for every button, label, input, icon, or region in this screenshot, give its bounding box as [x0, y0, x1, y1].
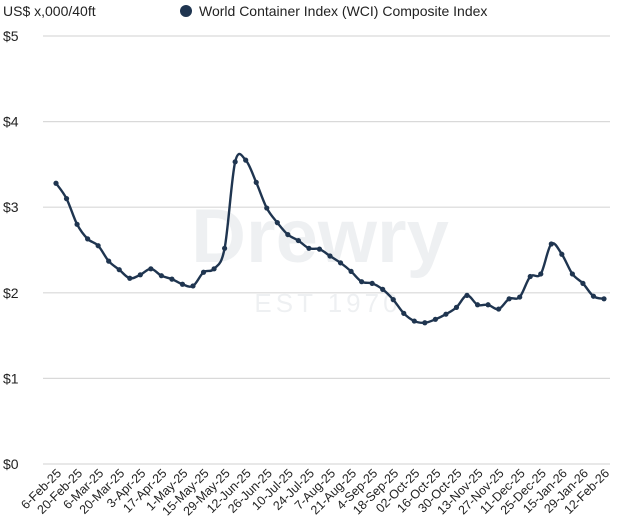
data-point: [359, 279, 365, 285]
data-point: [95, 243, 101, 249]
data-point: [485, 302, 491, 308]
data-point: [453, 304, 460, 310]
data-point: [148, 266, 154, 272]
data-point: [527, 273, 533, 280]
legend-marker: [180, 5, 192, 17]
data-point: [327, 253, 333, 259]
data-point: [222, 245, 228, 251]
data-point: [179, 281, 186, 287]
y-tick-label: $4: [3, 114, 19, 130]
data-point: [158, 273, 164, 279]
data-point: [253, 179, 259, 185]
data-point: [432, 316, 438, 322]
data-point: [85, 236, 91, 242]
y-tick-label: $0: [3, 456, 19, 472]
data-point: [274, 220, 280, 226]
data-point: [538, 271, 544, 277]
data-point: [243, 157, 249, 163]
data-point: [590, 293, 597, 299]
y-tick-label: $1: [3, 370, 19, 386]
data-point: [116, 267, 122, 273]
data-point: [211, 266, 217, 272]
data-point: [127, 275, 133, 281]
legend: World Container Index (WCI) Composite In…: [180, 3, 487, 19]
data-point: [601, 296, 607, 302]
data-point: [200, 269, 207, 275]
data-point: [474, 302, 481, 308]
data-point: [369, 280, 375, 286]
data-point: [306, 245, 312, 251]
data-point: [63, 196, 70, 202]
data-point: [380, 286, 386, 292]
data-point: [548, 241, 554, 247]
data-point: [337, 260, 344, 266]
data-point: [316, 246, 323, 252]
data-point: [190, 283, 196, 289]
y-tick-label: $5: [3, 28, 19, 44]
data-point: [517, 294, 523, 300]
data-point: [559, 251, 565, 257]
data-point: [169, 276, 175, 282]
data-point: [580, 280, 586, 286]
data-point: [106, 258, 112, 264]
svg-text:Drewry: Drewry: [191, 194, 449, 279]
data-point: [264, 205, 270, 211]
data-point: [506, 296, 512, 302]
data-point: [232, 159, 238, 165]
data-point: [285, 231, 291, 238]
legend-label: World Container Index (WCI) Composite In…: [199, 3, 487, 19]
data-point: [390, 297, 396, 303]
data-point: [295, 237, 301, 244]
data-point: [496, 306, 502, 312]
data-point: [401, 310, 407, 316]
data-point: [74, 221, 80, 227]
data-point: [464, 292, 470, 298]
data-point: [569, 271, 575, 277]
data-point: [411, 318, 417, 324]
data-point: [137, 272, 143, 278]
data-point: [348, 268, 354, 274]
data-point: [443, 311, 449, 317]
data-point: [422, 320, 428, 326]
y-tick-label: $2: [3, 285, 19, 301]
data-point: [53, 180, 59, 186]
y-tick-label: $3: [3, 199, 19, 215]
y-axis-title: US$ x,000/40ft: [3, 3, 96, 19]
